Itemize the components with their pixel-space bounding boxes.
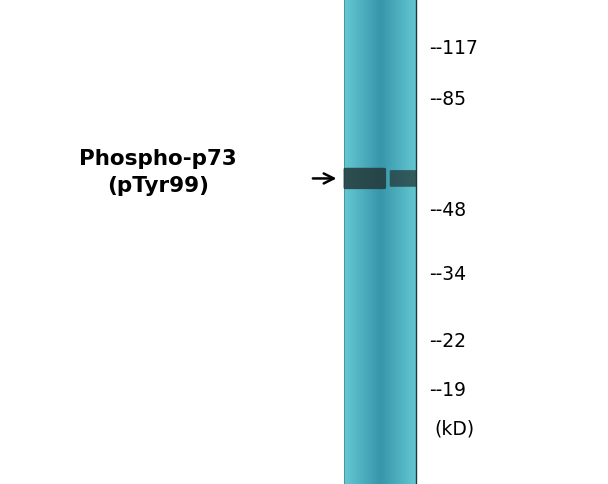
FancyBboxPatch shape [344, 168, 386, 190]
Text: Phospho-p73
(pTyr99): Phospho-p73 (pTyr99) [79, 148, 237, 196]
Text: --48: --48 [429, 201, 466, 220]
Text: (kD): (kD) [435, 419, 475, 438]
Text: --85: --85 [429, 90, 466, 109]
Text: --117: --117 [429, 39, 477, 58]
FancyBboxPatch shape [390, 171, 416, 187]
Text: --19: --19 [429, 380, 466, 399]
Text: --34: --34 [429, 264, 466, 283]
Text: --22: --22 [429, 332, 466, 351]
